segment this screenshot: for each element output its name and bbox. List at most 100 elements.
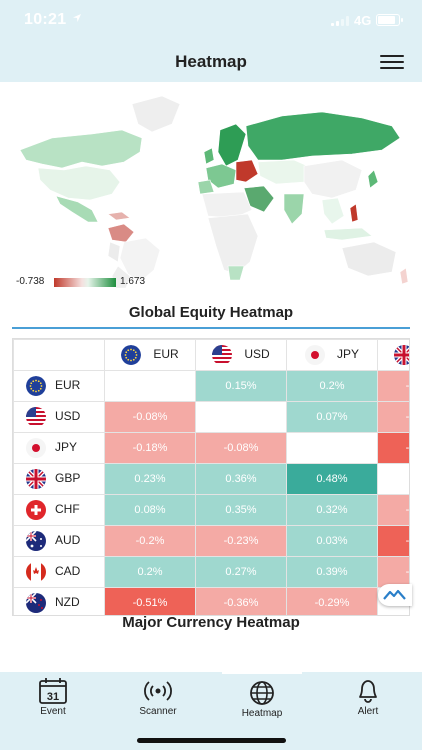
- heatmap-cell[interactable]: [195, 401, 287, 433]
- heatmap-cell[interactable]: -0.03%: [377, 556, 409, 588]
- heatmap-cell[interactable]: 0.35%: [195, 494, 287, 526]
- heatmap-cell[interactable]: -0.17%: [377, 494, 409, 526]
- heatmap-cell[interactable]: 0.07%: [286, 401, 378, 433]
- map-region-north-africa: [201, 191, 253, 219]
- column-header-gbp[interactable]: GBP: [377, 339, 409, 371]
- heatmap-cell[interactable]: 0.15%: [195, 370, 287, 402]
- map-region-caribbean: [107, 211, 131, 221]
- row-header-usd[interactable]: USD: [13, 401, 105, 433]
- tab-bar: 31 Event Scanner Heatmap Alert: [0, 672, 422, 750]
- heatmap-cell[interactable]: [377, 463, 409, 495]
- calendar-day: 31: [47, 691, 59, 703]
- bell-icon: [359, 680, 377, 703]
- map-region-east-europe: [235, 159, 259, 183]
- map-region-usa: [37, 165, 121, 201]
- row-header-label: CAD: [55, 564, 81, 579]
- heatmap-cell[interactable]: -0.08%: [195, 432, 287, 464]
- heatmap-cell[interactable]: -0.23%: [195, 525, 287, 557]
- row-header-label: CHF: [55, 502, 80, 517]
- tab-label: Event: [40, 706, 66, 717]
- map-region-china: [303, 159, 363, 199]
- map-region-iberia: [197, 179, 215, 195]
- eu-flag-icon: [121, 345, 142, 365]
- tab-event[interactable]: 31 Event: [13, 672, 93, 732]
- heatmap-cell[interactable]: 0.2%: [286, 370, 378, 402]
- home-indicator: [137, 738, 286, 743]
- table-row: CAD 0.2%0.27%0.39%-0.03%: [13, 556, 409, 588]
- map-region-australia: [341, 241, 397, 277]
- map-region-colombia: [107, 223, 135, 243]
- table-header-row: EUR USD JPY GBP: [13, 339, 409, 371]
- us-flag-icon: [26, 407, 46, 427]
- heatmap-cell[interactable]: 0.23%: [104, 463, 196, 495]
- column-header-eur[interactable]: EUR: [104, 339, 196, 371]
- page-title: Heatmap: [175, 52, 247, 71]
- row-header-label: JPY: [55, 440, 78, 455]
- row-header-gbp[interactable]: GBP: [13, 463, 105, 495]
- globe-icon: [250, 681, 274, 705]
- row-header-cad[interactable]: CAD: [13, 556, 105, 588]
- ch-flag-icon: [26, 500, 46, 520]
- heatmap-cell[interactable]: 0.39%: [286, 556, 378, 588]
- heatmap-cell[interactable]: 0.2%: [104, 556, 196, 588]
- tab-alert[interactable]: Alert: [328, 672, 408, 732]
- heatmap-cell[interactable]: -0.51%: [104, 587, 196, 615]
- row-header-label: USD: [55, 409, 81, 424]
- heatmap-cell[interactable]: 0.08%: [104, 494, 196, 526]
- heatmap-cell[interactable]: 0.27%: [195, 556, 287, 588]
- tab-label: Alert: [357, 706, 379, 717]
- location-arrow-icon: [73, 14, 81, 22]
- heatmap-cell[interactable]: 0.03%: [286, 525, 378, 557]
- au-flag-icon: [26, 531, 46, 551]
- calendar-icon: 31: [39, 678, 67, 704]
- row-header-nzd[interactable]: NZD: [13, 587, 105, 615]
- us-flag-icon: [212, 345, 233, 365]
- row-header-label: NZD: [55, 595, 80, 610]
- row-header-eur[interactable]: EUR: [13, 370, 105, 402]
- heatmap-cell[interactable]: -0.18%: [104, 432, 196, 464]
- column-header-label: EUR: [153, 347, 179, 362]
- heatmap-cell[interactable]: -0.21%: [377, 370, 409, 402]
- currency-heatmap-table[interactable]: EURUSDJPYGBPEUR0.15%0.2%-0.21%USD-0.08%0…: [12, 338, 410, 616]
- column-header-jpy[interactable]: JPY: [286, 339, 378, 371]
- table-row: JPY -0.18%-0.08% -0.45%: [13, 432, 409, 464]
- map-region-se-asia: [321, 197, 345, 225]
- heatmap-cell[interactable]: -0.2%: [104, 525, 196, 557]
- heatmap-cell[interactable]: 0.48%: [286, 463, 378, 495]
- column-header-usd[interactable]: USD: [195, 339, 287, 371]
- map-region-indonesia: [323, 227, 373, 241]
- eu-flag-icon: [26, 376, 46, 396]
- heatmap-cell[interactable]: [104, 370, 196, 402]
- column-header-label: USD: [244, 347, 270, 362]
- heatmap-cell[interactable]: -0.08%: [104, 401, 196, 433]
- tab-scanner[interactable]: Scanner: [118, 672, 198, 732]
- legend-min: -0.738: [16, 276, 45, 287]
- table-row: GBP 0.23% 0.36% 0.48%: [13, 463, 409, 495]
- heatmap-cell[interactable]: -0.38%: [377, 401, 409, 433]
- jp-flag-icon: [304, 345, 325, 365]
- heatmap-cell[interactable]: -0.36%: [195, 587, 287, 615]
- row-header-chf[interactable]: CHF: [13, 494, 105, 526]
- row-header-label: EUR: [55, 378, 81, 393]
- chart-shortcut-button[interactable]: [378, 584, 412, 606]
- map-region-mexico: [55, 195, 99, 223]
- menu-icon[interactable]: [378, 53, 406, 71]
- row-header-aud[interactable]: AUD: [13, 525, 105, 557]
- heatmap-cell[interactable]: -0.49%: [377, 525, 409, 557]
- world-equity-map[interactable]: [12, 90, 410, 290]
- heatmap-cell[interactable]: 0.36%: [195, 463, 287, 495]
- tab-heatmap[interactable]: Heatmap: [222, 672, 302, 732]
- map-region-africa: [207, 213, 259, 275]
- map-region-peru: [107, 241, 121, 263]
- network-type: 4G: [354, 13, 372, 28]
- heatmap-cell[interactable]: -0.45%: [377, 432, 409, 464]
- heatmap-cell[interactable]: [286, 432, 378, 464]
- tab-label: Heatmap: [241, 708, 283, 719]
- legend-max: 1.673: [120, 276, 146, 287]
- heatmap-cell[interactable]: 0.32%: [286, 494, 378, 526]
- heatmap-cell[interactable]: -0.29%: [286, 587, 378, 615]
- section-divider: [12, 327, 410, 329]
- row-header-jpy[interactable]: JPY: [13, 432, 105, 464]
- column-header-label: JPY: [336, 347, 359, 362]
- ca-flag-icon: [26, 562, 46, 582]
